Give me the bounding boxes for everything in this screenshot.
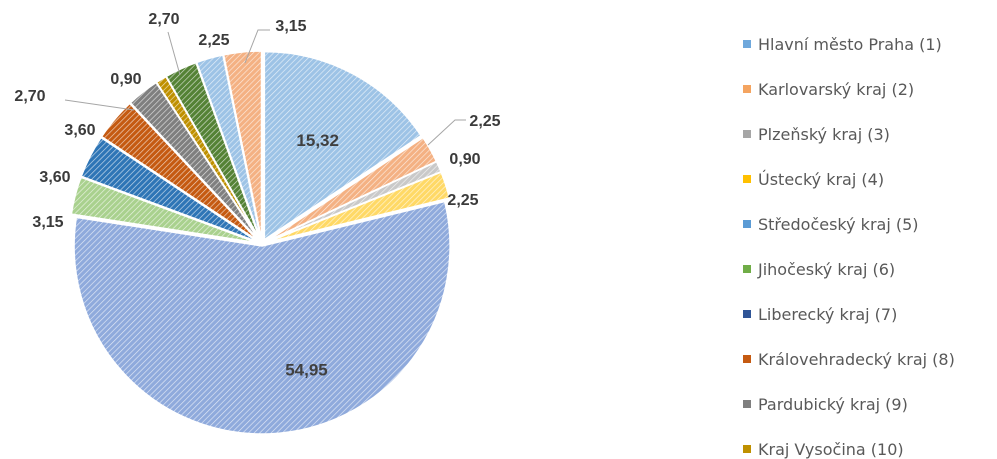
- legend-label: Hlavní město Praha (1): [758, 35, 942, 54]
- legend-label: Pardubický kraj (9): [758, 395, 908, 414]
- pie-slice-0: [263, 50, 423, 241]
- data-label-11: 2,25: [198, 32, 229, 49]
- leader-line-1: [427, 119, 466, 146]
- legend-label: Ústecký kraj (4): [758, 170, 884, 189]
- data-label-4: 54,95: [285, 360, 328, 379]
- data-label-8: 2,70: [14, 88, 45, 105]
- leader-line-12: [244, 29, 270, 64]
- legend: Hlavní město Praha (1) Karlovarský kraj (…: [743, 35, 955, 459]
- pie-slice-hatch: [74, 201, 451, 434]
- pie-slice-hatch: [101, 103, 259, 241]
- pie-slice-5: [70, 176, 258, 244]
- pie-slice-hatch: [130, 82, 259, 241]
- pie-slice-4: [73, 200, 451, 435]
- legend-item-1: Karlovarský kraj (2): [743, 80, 914, 99]
- pie-slice-hatch: [81, 137, 258, 242]
- legend-item-5: Jihočeský kraj (6): [743, 260, 895, 279]
- pie-slice-hatch: [156, 76, 260, 240]
- legend-label: Liberecký kraj (7): [758, 305, 897, 324]
- pie-slice-hatch: [196, 55, 261, 240]
- legend-label: Středočeský kraj (5): [758, 215, 919, 234]
- legend-item-0: Hlavní město Praha (1): [743, 35, 942, 54]
- data-label-10: 2,70: [148, 11, 179, 28]
- legend-swatch: [743, 355, 751, 363]
- leader-line-10: [167, 31, 181, 76]
- legend-item-3: Ústecký kraj (4): [743, 170, 884, 189]
- pie-slice-6: [80, 136, 258, 243]
- legend-label: Plzeňský kraj (3): [758, 125, 890, 144]
- pie-slice-7: [100, 102, 259, 242]
- legend-item-4: Středočeský kraj (5): [743, 215, 919, 234]
- data-label-1: 2,25: [469, 113, 500, 130]
- pie-slice-11: [195, 54, 262, 240]
- legend-item-2: Plzeňský kraj (3): [743, 125, 890, 144]
- pie-slices: [70, 50, 451, 435]
- legend-item-7: Královehradecký kraj (8): [743, 350, 955, 369]
- legend-swatch: [743, 220, 751, 228]
- pie-slice-12: [222, 50, 263, 240]
- data-label-3: 2,25: [447, 192, 478, 209]
- legend-label: Karlovarský kraj (2): [758, 80, 914, 99]
- leader-line-8: [64, 99, 135, 111]
- legend-item-9: Kraj Vysočina (10): [743, 440, 904, 459]
- data-label-7: 3,60: [64, 122, 95, 139]
- legend-swatch: [743, 175, 751, 183]
- data-label-0: 15,32: [296, 131, 339, 150]
- legend-label: Kraj Vysočina (10): [758, 440, 904, 459]
- pie-slice-3: [266, 171, 451, 244]
- pie-slice-hatch: [223, 51, 262, 240]
- legend-swatch: [743, 310, 751, 318]
- data-label-12: 3,15: [275, 18, 306, 35]
- data-label-9: 0,90: [110, 71, 141, 88]
- data-label-6: 3,60: [39, 169, 70, 186]
- data-labels: 15,32 2,25 0,90 2,25 54,95 3,15 3,60 3,60 2,70 0,…: [14, 11, 500, 379]
- legend-label: Jihočeský kraj (6): [757, 260, 895, 279]
- data-label-5: 3,15: [32, 214, 63, 231]
- legend-label: Královehradecký kraj (8): [758, 350, 955, 369]
- pie-slice-hatch: [71, 177, 258, 243]
- pie-slice-hatch: [266, 161, 441, 242]
- data-label-2: 0,90: [449, 151, 480, 168]
- pie-slice-hatch: [264, 51, 422, 240]
- pie-slice-hatch: [166, 62, 260, 240]
- legend-swatch: [743, 130, 751, 138]
- pie-slice-hatch: [266, 172, 450, 243]
- pie-slice-hatch: [266, 137, 437, 242]
- legend-item-6: Liberecký kraj (7): [743, 305, 897, 324]
- legend-swatch: [743, 445, 751, 453]
- legend-swatch: [743, 400, 751, 408]
- leader-lines: [64, 29, 466, 146]
- pie-slice-10: [165, 61, 261, 240]
- legend-swatch: [743, 85, 751, 93]
- legend-item-8: Pardubický kraj (9): [743, 395, 908, 414]
- legend-swatch: [743, 265, 751, 273]
- legend-swatch: [743, 40, 751, 48]
